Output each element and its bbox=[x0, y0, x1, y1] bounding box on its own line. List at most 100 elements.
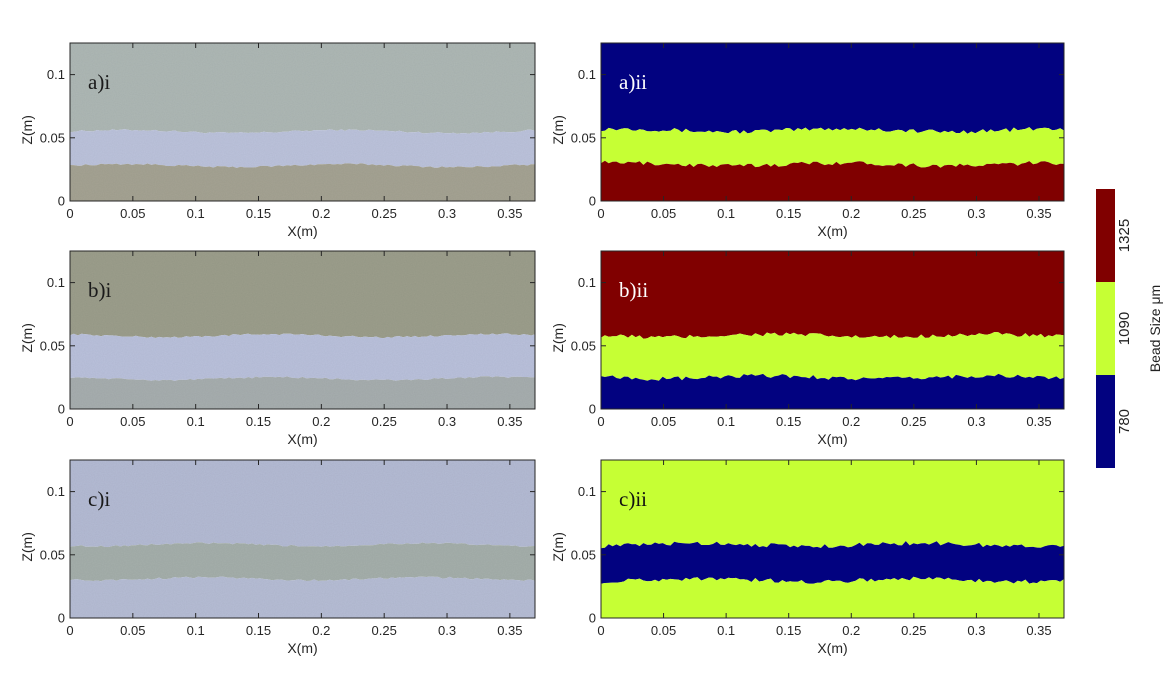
colorbar-segment-780 bbox=[1096, 375, 1115, 468]
x-axis-label: X(m) bbox=[287, 640, 317, 656]
y-axis-label: Z(m) bbox=[19, 532, 35, 562]
colorbar-tick-label: 1325 bbox=[1116, 219, 1133, 252]
plot-area bbox=[70, 43, 535, 201]
axes-frame bbox=[600, 459, 1065, 619]
x-tick-label: 0.3 bbox=[967, 623, 985, 638]
band-layer-0 bbox=[70, 43, 535, 134]
y-tick-label: 0.05 bbox=[40, 130, 65, 145]
x-tick-label: 0.1 bbox=[717, 623, 735, 638]
x-tick-label: 0.2 bbox=[312, 414, 330, 429]
x-tick-label: 0.1 bbox=[717, 414, 735, 429]
y-tick-label: 0.05 bbox=[571, 338, 596, 353]
y-tick-label: 0.1 bbox=[578, 275, 596, 290]
x-tick-label: 0.25 bbox=[372, 623, 397, 638]
band-780 bbox=[601, 541, 1064, 584]
y-tick-label: 0 bbox=[58, 402, 65, 417]
plot-area bbox=[601, 460, 1064, 618]
band-layer-1 bbox=[70, 333, 535, 381]
x-tick-label: 0.15 bbox=[246, 206, 271, 221]
plot-area bbox=[70, 460, 535, 618]
panel-a-ii: a)ii 0 0.05 0.1 0.15 0.2 0.25 0.3 0.35 0 0.05 0.1 X(… bbox=[550, 42, 1065, 239]
plot-area bbox=[601, 43, 1064, 201]
band-layer-1 bbox=[70, 542, 535, 582]
plot-area bbox=[70, 251, 535, 409]
x-tick-label: 0.1 bbox=[187, 206, 205, 221]
x-tick-label: 0.15 bbox=[776, 206, 801, 221]
x-tick-label: 0.35 bbox=[497, 414, 522, 429]
x-tick-label: 0.15 bbox=[246, 414, 271, 429]
x-tick-label: 0 bbox=[597, 206, 604, 221]
x-tick-label: 0.35 bbox=[497, 206, 522, 221]
panel-label: c)i bbox=[88, 487, 110, 511]
x-tick-label: 0.05 bbox=[120, 623, 145, 638]
band-1090 bbox=[601, 576, 1064, 618]
x-tick-label: 0.05 bbox=[651, 206, 676, 221]
x-tick-label: 0.25 bbox=[901, 206, 926, 221]
band-layer-2 bbox=[70, 376, 535, 409]
band-layer-2 bbox=[70, 576, 535, 618]
x-tick-label: 0.2 bbox=[842, 623, 860, 638]
y-tick-label: 0.1 bbox=[47, 67, 65, 82]
x-tick-label: 0.35 bbox=[497, 623, 522, 638]
x-tick-label: 0.3 bbox=[967, 414, 985, 429]
y-axis-label: Z(m) bbox=[19, 115, 35, 145]
x-tick-label: 0.15 bbox=[246, 623, 271, 638]
band-1090 bbox=[601, 332, 1064, 381]
x-tick-label: 0.05 bbox=[651, 623, 676, 638]
colorbar-segment-1090 bbox=[1096, 282, 1115, 375]
x-axis-label: X(m) bbox=[287, 431, 317, 447]
panel-label: b)i bbox=[88, 278, 111, 302]
x-tick-label: 0.35 bbox=[1026, 414, 1051, 429]
band-1090 bbox=[601, 127, 1064, 168]
x-axis-label: X(m) bbox=[287, 223, 317, 239]
x-tick-label: 0 bbox=[66, 414, 73, 429]
x-tick-label: 0.2 bbox=[312, 206, 330, 221]
y-axis-label: Z(m) bbox=[550, 323, 566, 353]
y-tick-label: 0.1 bbox=[47, 275, 65, 290]
x-axis-label: X(m) bbox=[817, 223, 847, 239]
y-tick-label: 0.05 bbox=[571, 130, 596, 145]
x-tick-label: 0.2 bbox=[842, 206, 860, 221]
y-tick-label: 0.05 bbox=[40, 547, 65, 562]
x-tick-label: 0.2 bbox=[312, 623, 330, 638]
y-tick-label: 0 bbox=[589, 611, 596, 626]
colorbar-segment-1325 bbox=[1096, 189, 1115, 282]
panel-c-ii: c)ii 0 0.05 0.1 0.15 0.2 0.25 0.3 0.35 0 0.05 0.1 X(… bbox=[550, 459, 1065, 656]
panel-label: b)ii bbox=[619, 278, 648, 302]
x-tick-label: 0.15 bbox=[776, 414, 801, 429]
axes-frame bbox=[600, 42, 1065, 202]
x-tick-label: 0.1 bbox=[717, 206, 735, 221]
plot-area bbox=[601, 251, 1064, 409]
panel-b-ii: b)ii 0 0.05 0.1 0.15 0.2 0.25 0.3 0.35 0 0.05 0.1 X(… bbox=[550, 250, 1065, 447]
x-tick-label: 0.3 bbox=[438, 206, 456, 221]
y-tick-label: 0.1 bbox=[578, 484, 596, 499]
x-tick-label: 0.35 bbox=[1026, 206, 1051, 221]
panel-label: c)ii bbox=[619, 487, 647, 511]
x-tick-label: 0.25 bbox=[901, 623, 926, 638]
panel-label: a)ii bbox=[619, 70, 647, 94]
x-axis-label: X(m) bbox=[817, 640, 847, 656]
colorbar: 780 1090 1325 Bead Size μm bbox=[1096, 189, 1163, 468]
y-tick-label: 0 bbox=[58, 611, 65, 626]
panel-a-i: a)i 0 0.05 0.1 0.15 0.2 0.25 0.3 0.35 0 0.05 0.1 X(m… bbox=[19, 42, 536, 239]
x-tick-label: 0.2 bbox=[842, 414, 860, 429]
x-tick-label: 0.15 bbox=[776, 623, 801, 638]
x-tick-label: 0.05 bbox=[651, 414, 676, 429]
band-layer-0 bbox=[70, 460, 535, 547]
colorbar-tick-label: 780 bbox=[1116, 409, 1133, 434]
x-tick-label: 0.1 bbox=[187, 414, 205, 429]
y-tick-label: 0.1 bbox=[578, 67, 596, 82]
x-axis-label: X(m) bbox=[817, 431, 847, 447]
x-tick-label: 0.3 bbox=[438, 414, 456, 429]
y-tick-label: 0.05 bbox=[571, 547, 596, 562]
band-layer-2 bbox=[70, 163, 535, 201]
x-tick-label: 0.25 bbox=[372, 414, 397, 429]
axes-frame bbox=[600, 250, 1065, 410]
y-tick-label: 0 bbox=[589, 402, 596, 417]
panel-label: a)i bbox=[88, 70, 110, 94]
x-tick-label: 0.3 bbox=[967, 206, 985, 221]
axes-frame bbox=[69, 250, 536, 410]
x-tick-label: 0 bbox=[66, 623, 73, 638]
x-tick-label: 0.25 bbox=[372, 206, 397, 221]
